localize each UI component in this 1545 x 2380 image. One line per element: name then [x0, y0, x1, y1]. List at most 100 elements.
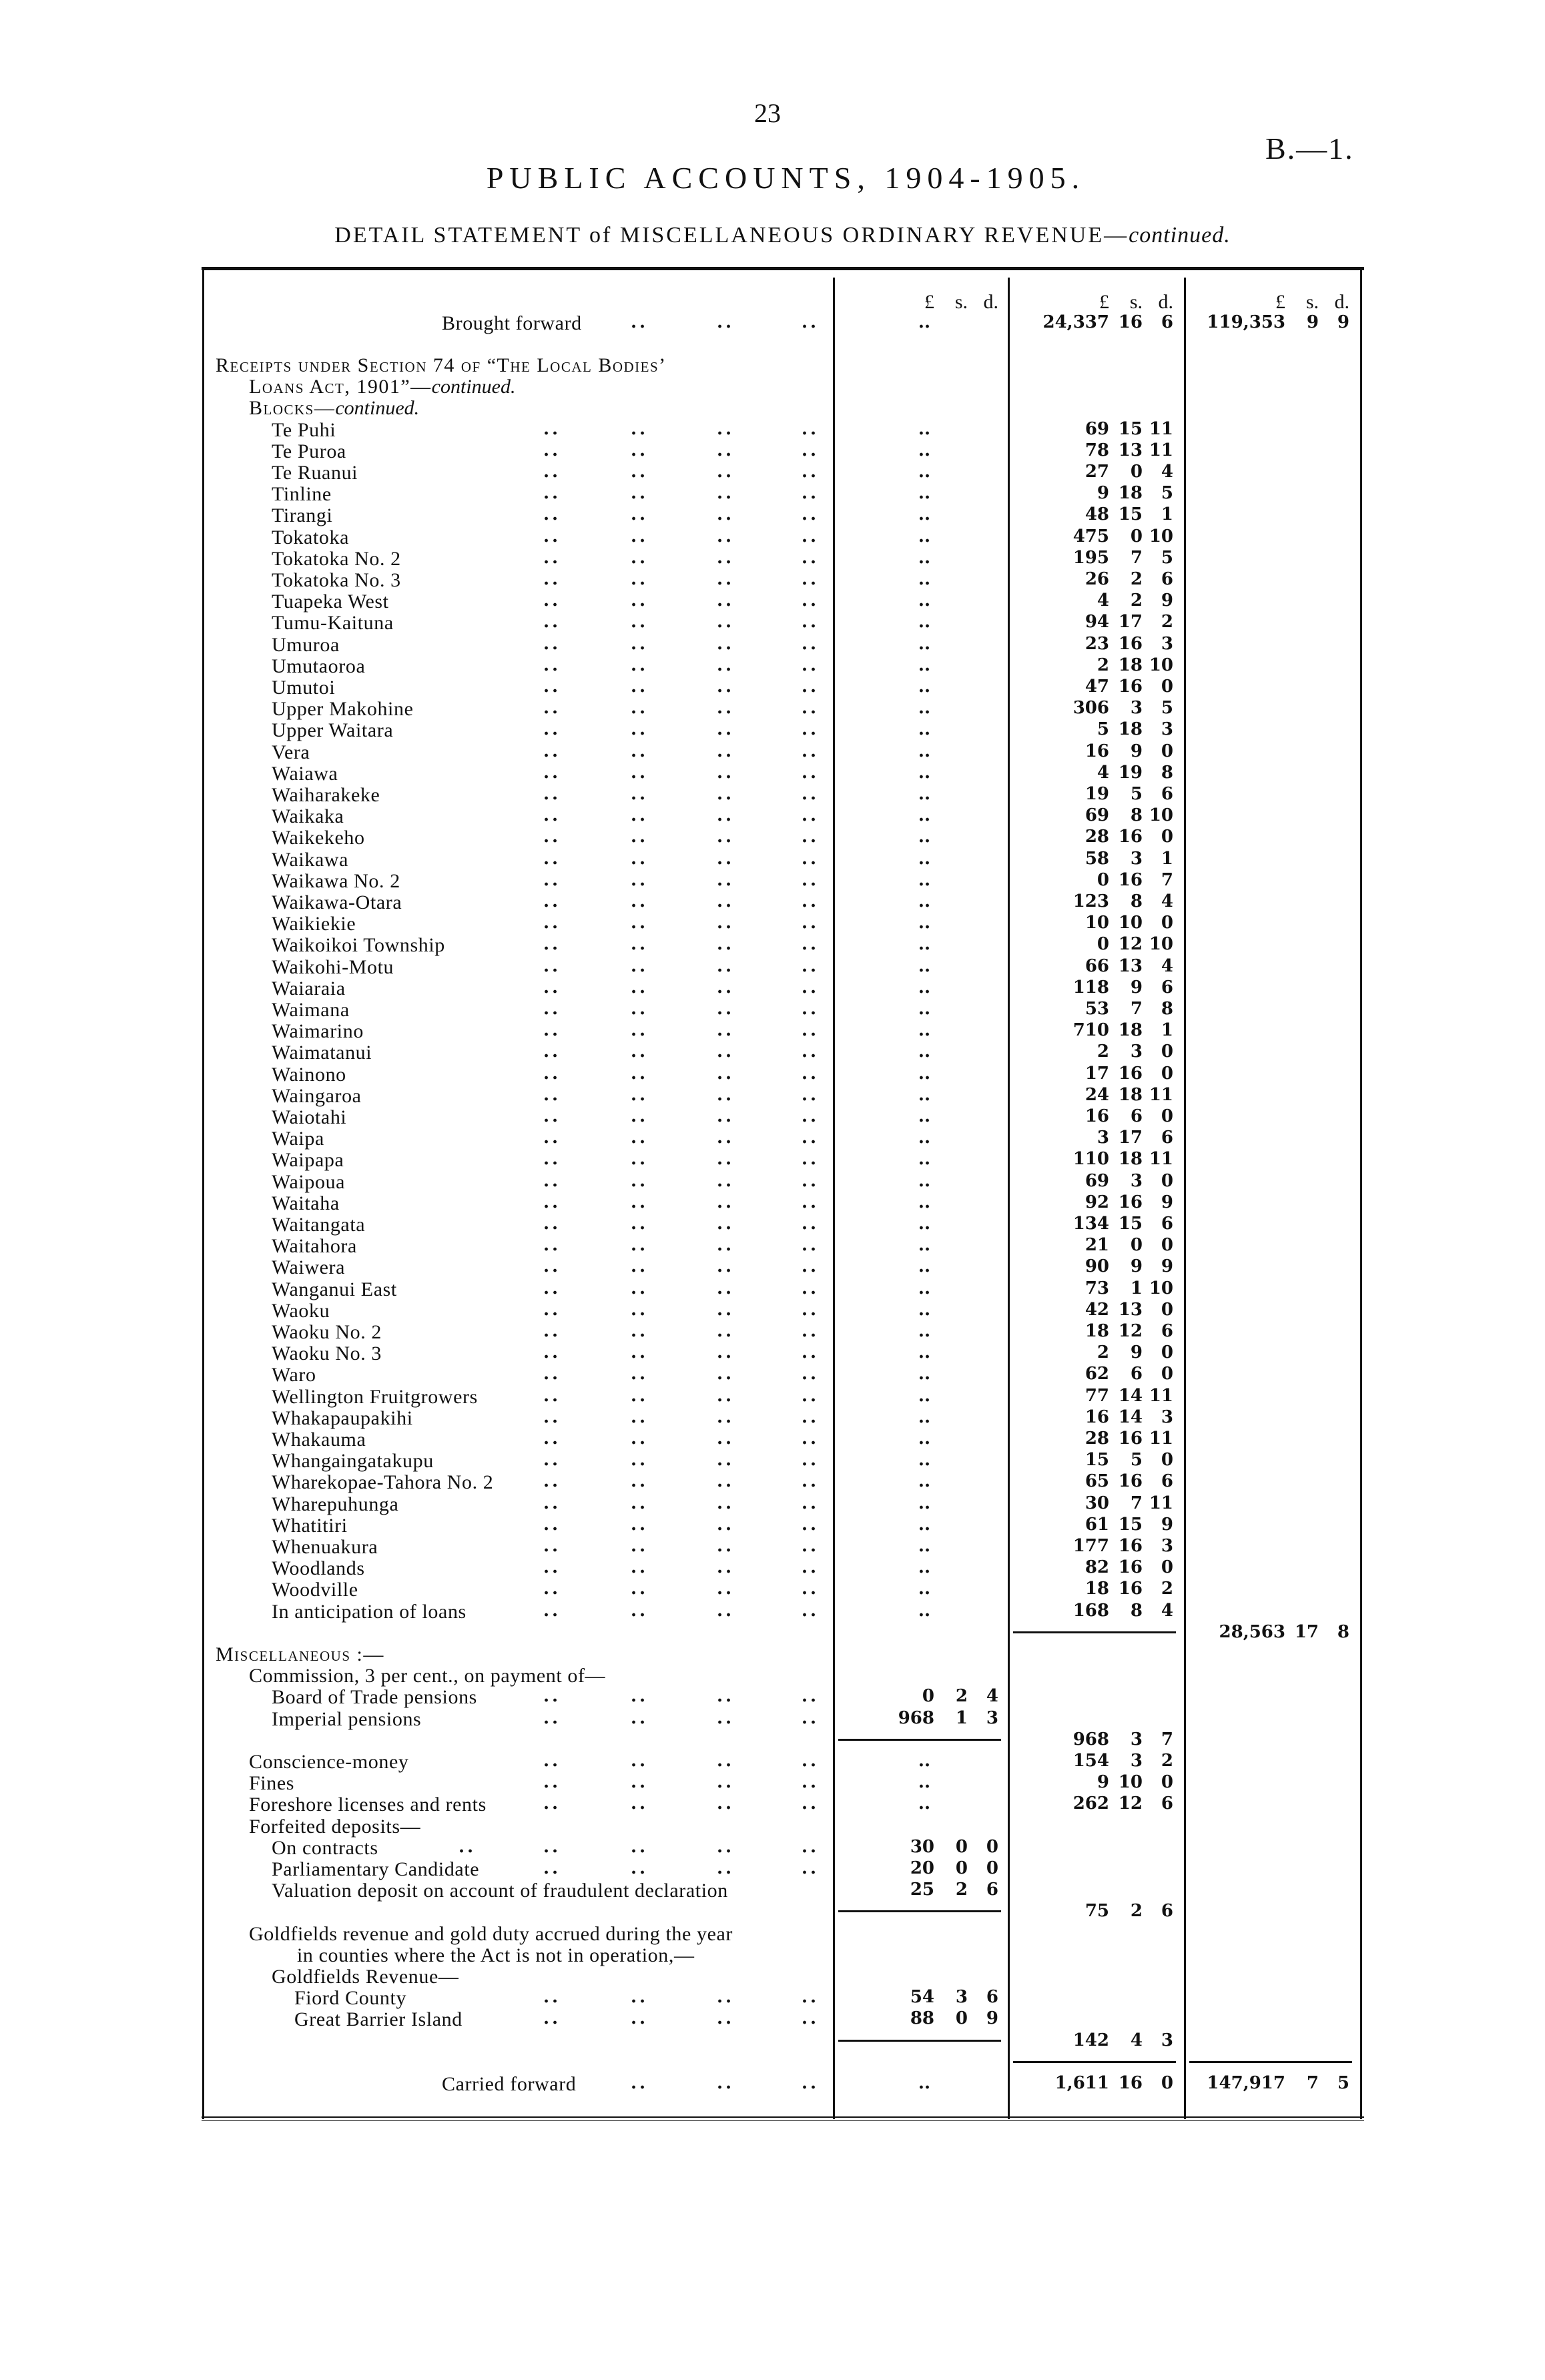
row-label-text: Whatitiri: [272, 1514, 348, 1537]
leader-dots: ..: [716, 590, 735, 611]
leader-dots: ..: [543, 2008, 561, 2029]
table-left-border: [202, 268, 204, 2119]
page-number: 23: [754, 98, 781, 128]
leader-dots: ..: [801, 1407, 820, 1427]
leader-dots: ..: [630, 1170, 649, 1191]
amount-pounds: 5: [1097, 719, 1109, 740]
row-label: Waikaka: [272, 805, 344, 828]
row-label-text: Whakauma: [272, 1429, 366, 1451]
amount-pence: 5: [1337, 2073, 1349, 2093]
amount-pounds: 19: [1085, 784, 1109, 804]
table-row: Waipapa.......... 110 18 11: [0, 1149, 1545, 1171]
table-row: Great Barrier Island........ 88 0 9: [0, 2008, 1545, 2030]
amount-pounds: 2: [1097, 655, 1109, 675]
leader-dots: ..: [543, 1536, 561, 1556]
leader-dots: ..: [630, 827, 649, 847]
leader-dots: ..: [543, 483, 561, 504]
amount-pence: 0: [1161, 1106, 1173, 1126]
leader-dots: ..: [543, 1514, 561, 1535]
cell-placeholder: ..: [918, 1235, 930, 1256]
table-row: Waiotahi.......... 16 6 0: [0, 1106, 1545, 1128]
row-label: Waitangata: [272, 1214, 365, 1236]
amount-shillings: 13: [1118, 955, 1143, 976]
table-row: Blocks—continued.: [0, 397, 1545, 419]
cell-placeholder: ..: [918, 655, 930, 675]
amount-pounds: 0: [1097, 869, 1109, 890]
cell-placeholder: ..: [918, 977, 930, 998]
row-label-text: Fines: [249, 1772, 295, 1795]
leader-dots: ..: [543, 1772, 561, 1793]
leader-dots: ..: [801, 1600, 820, 1621]
leader-dots: ..: [543, 1471, 561, 1492]
leader-dots: ..: [801, 762, 820, 783]
leader-dots: ..: [716, 977, 735, 998]
amount-pounds: 48: [1085, 504, 1109, 525]
subtotal-rule: [838, 2039, 1001, 2042]
row-label-text: Waikoikoi Township: [272, 934, 445, 957]
table-row: Tumu-Kaituna.......... 94 17 2: [0, 612, 1545, 634]
row-label-text: Waimarino: [272, 1020, 364, 1043]
leader-dots: ..: [543, 1192, 561, 1212]
leader-dots: ..: [801, 1106, 820, 1126]
amount-pence: 2: [1161, 1751, 1173, 1771]
amount-pounds: 2: [1097, 1042, 1109, 1062]
leader-dots: ..: [630, 1836, 649, 1857]
amount-shillings: 2: [1130, 590, 1143, 611]
amount-pounds: 47: [1085, 677, 1109, 697]
amount-pence: 11: [1149, 1429, 1173, 1449]
leader-dots: ..: [630, 698, 649, 719]
subtotal-rule: [1189, 2060, 1352, 2063]
leader-dots: ..: [716, 655, 735, 675]
leader-dots: ..: [630, 1557, 649, 1578]
row-label: Whakauma: [272, 1429, 366, 1451]
leader-dots: ..: [716, 1106, 735, 1126]
cell-placeholder: ..: [918, 612, 930, 633]
table-row: Upper Makohine.......... 306 3 5: [0, 698, 1545, 720]
cell-placeholder: ..: [918, 1772, 930, 1793]
leader-dots: ..: [543, 1751, 561, 1771]
row-label: Whangaingatakupu: [272, 1450, 434, 1473]
table-row: Whangaingatakupu.......... 15 5 0: [0, 1450, 1545, 1473]
amount-pence: 9: [1161, 1192, 1173, 1212]
amount-pounds: 168: [1072, 1600, 1109, 1621]
leader-dots: ..: [716, 1493, 735, 1513]
amount-pounds: 90: [1085, 1256, 1109, 1277]
cell-placeholder: ..: [918, 913, 930, 933]
table-row: Receipts under Section 74 of “The Local …: [0, 354, 1545, 376]
row-label-text: Foreshore licenses and rents: [249, 1794, 487, 1816]
table-row: Waiwera.......... 90 9 9: [0, 1256, 1545, 1278]
row-label-text: Te Puroa: [272, 440, 346, 462]
row-label-text: Loans Act, 1901”—: [249, 376, 432, 398]
header-shillings: s.: [1129, 291, 1143, 313]
row-label-text: Great Barrier Island: [294, 2008, 462, 2031]
table-row: Waitahora.......... 21 0 0: [0, 1235, 1545, 1257]
leader-dots: ..: [630, 1429, 649, 1449]
row-label-text: Woodlands: [272, 1557, 365, 1580]
header-pence: d.: [1334, 291, 1350, 313]
amount-shillings: 9: [1130, 1342, 1143, 1363]
leader-dots: ..: [543, 1364, 561, 1384]
leader-dots: ..: [716, 1450, 735, 1471]
row-label-text: Vera: [272, 741, 310, 763]
cell-placeholder: ..: [918, 526, 930, 546]
amount-shillings: 9: [1130, 741, 1143, 761]
column-divider: [833, 278, 835, 2119]
amount-pounds: 16: [1085, 1407, 1109, 1427]
row-label: Wellington Fruitgrowers: [272, 1386, 478, 1409]
cell-placeholder: ..: [918, 1493, 930, 1513]
cell-placeholder: ..: [918, 934, 930, 955]
subtotal-rule: [838, 1738, 1001, 1741]
leader-dots: ..: [716, 698, 735, 719]
amount-pounds: 75: [1085, 1901, 1109, 1922]
amount-pounds: 62: [1085, 1364, 1109, 1384]
leader-dots: ..: [716, 612, 735, 633]
header-shillings: s.: [954, 291, 968, 313]
leader-dots: ..: [801, 633, 820, 654]
row-label: Upper Waitara: [272, 719, 393, 742]
leader-dots: ..: [630, 440, 649, 460]
leader-dots: ..: [801, 1772, 820, 1793]
table-row: Waikawa.......... 58 3 1: [0, 849, 1545, 871]
amount-shillings: 18: [1118, 1084, 1143, 1105]
leader-dots: ..: [801, 612, 820, 633]
